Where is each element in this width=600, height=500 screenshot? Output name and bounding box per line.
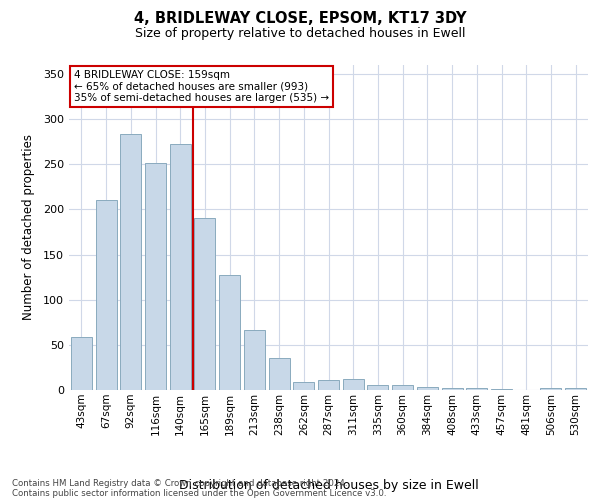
X-axis label: Distribution of detached houses by size in Ewell: Distribution of detached houses by size … — [179, 480, 478, 492]
Text: 4 BRIDLEWAY CLOSE: 159sqm
← 65% of detached houses are smaller (993)
35% of semi: 4 BRIDLEWAY CLOSE: 159sqm ← 65% of detac… — [74, 70, 329, 103]
Bar — [417, 388, 438, 390]
Bar — [71, 336, 92, 390]
Bar — [318, 380, 339, 390]
Bar — [392, 386, 413, 390]
Text: Contains public sector information licensed under the Open Government Licence v3: Contains public sector information licen… — [12, 488, 386, 498]
Bar — [145, 162, 166, 390]
Bar — [269, 358, 290, 390]
Bar — [343, 379, 364, 390]
Bar — [120, 134, 141, 390]
Bar — [367, 384, 388, 390]
Bar — [219, 276, 240, 390]
Bar — [95, 200, 116, 390]
Bar — [541, 388, 562, 390]
Bar — [194, 218, 215, 390]
Bar — [565, 388, 586, 390]
Text: Size of property relative to detached houses in Ewell: Size of property relative to detached ho… — [135, 28, 465, 40]
Y-axis label: Number of detached properties: Number of detached properties — [22, 134, 35, 320]
Bar — [491, 389, 512, 390]
Text: Contains HM Land Registry data © Crown copyright and database right 2024.: Contains HM Land Registry data © Crown c… — [12, 478, 347, 488]
Bar — [170, 144, 191, 390]
Bar — [244, 330, 265, 390]
Bar — [293, 382, 314, 390]
Text: 4, BRIDLEWAY CLOSE, EPSOM, KT17 3DY: 4, BRIDLEWAY CLOSE, EPSOM, KT17 3DY — [134, 11, 466, 26]
Bar — [466, 388, 487, 390]
Bar — [442, 388, 463, 390]
